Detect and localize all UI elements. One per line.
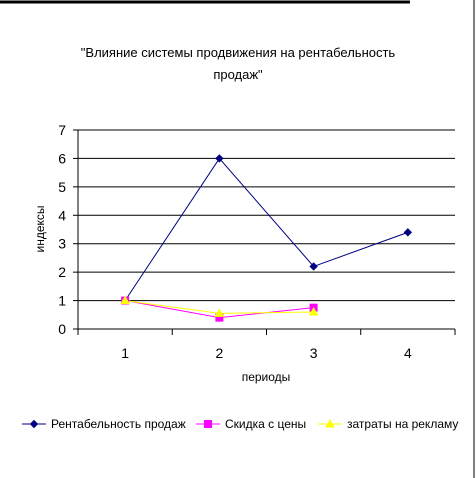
legend-label: Скидка с цены	[225, 417, 306, 431]
series-group	[120, 154, 413, 322]
y-tick-label: 5	[58, 179, 66, 195]
x-tick-label: 4	[404, 345, 412, 361]
legend-marker	[325, 418, 335, 428]
y-axis-label: индексы	[33, 205, 47, 252]
y-tick-label: 1	[58, 293, 66, 309]
data-point	[309, 262, 318, 271]
data-point	[308, 306, 319, 316]
y-tick-labels: 0 1 2 3 4 5 6 7	[58, 122, 78, 337]
x-tick-labels: 1 2 3 4	[77, 329, 456, 361]
data-point	[214, 308, 225, 317]
legend-marker	[204, 420, 212, 428]
series-line	[124, 157, 409, 301]
y-tick-label: 4	[58, 207, 66, 223]
y-tick-label: 3	[58, 236, 66, 252]
x-axis-label: периоды	[242, 370, 291, 384]
legend-label: затраты на рекламу	[347, 417, 458, 431]
y-tick-label: 2	[58, 264, 66, 280]
gridlines	[78, 129, 455, 302]
y-tick-label: 6	[58, 150, 66, 166]
legend-marker	[29, 419, 39, 429]
x-tick-label: 3	[310, 345, 318, 361]
data-point	[215, 154, 224, 163]
y-tick-label: 0	[58, 321, 66, 337]
data-point	[403, 228, 413, 237]
legend-label: Рентабельность продаж	[51, 417, 186, 431]
legend: Рентабельность продаж Скидка с цены затрат…	[22, 417, 458, 431]
data-point	[120, 295, 130, 305]
x-tick-label: 2	[215, 345, 223, 361]
x-tick-label: 1	[121, 345, 129, 361]
chart-title-line2: продаж"	[213, 67, 263, 82]
y-tick-label: 7	[58, 122, 66, 138]
chart-title-line1: "Влияние системы продвижения на рентабел…	[81, 45, 396, 60]
